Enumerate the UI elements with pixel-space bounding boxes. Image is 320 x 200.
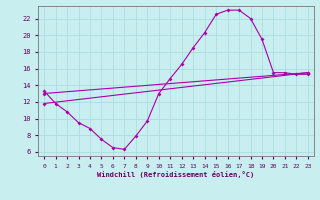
- X-axis label: Windchill (Refroidissement éolien,°C): Windchill (Refroidissement éolien,°C): [97, 171, 255, 178]
